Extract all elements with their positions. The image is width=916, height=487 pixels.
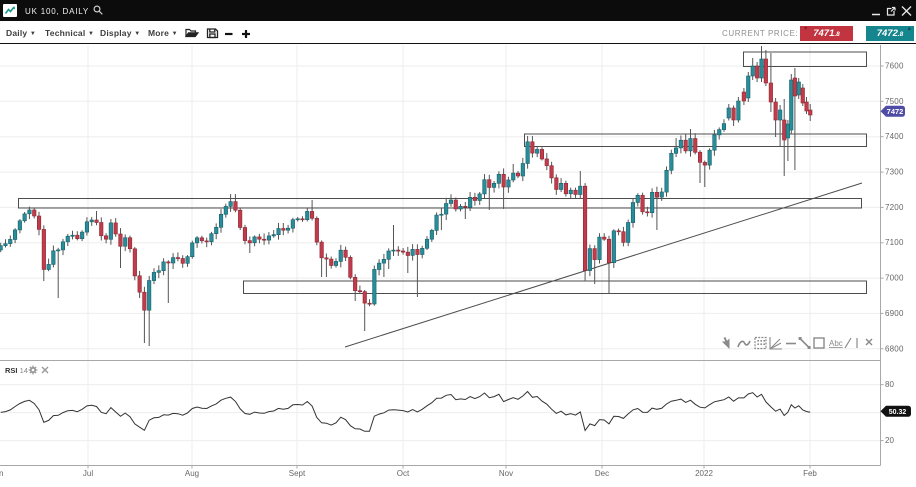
svg-text:7600: 7600	[885, 62, 904, 71]
svg-text:6900: 6900	[885, 309, 904, 318]
svg-text:Sept: Sept	[289, 469, 306, 478]
svg-text:6800: 6800	[885, 344, 904, 353]
svg-text:Jul: Jul	[83, 469, 93, 478]
svg-text:2022: 2022	[695, 469, 713, 478]
svg-text:7472: 7472	[887, 107, 904, 116]
svg-text:7000: 7000	[885, 274, 904, 283]
svg-text:7500: 7500	[885, 97, 904, 106]
svg-text:Nov: Nov	[499, 469, 513, 478]
svg-text:Jun: Jun	[0, 469, 3, 478]
svg-text:Feb: Feb	[803, 469, 817, 478]
svg-text:20: 20	[885, 436, 894, 445]
svg-text:Dec: Dec	[595, 469, 609, 478]
svg-text:RSI 14: RSI 14	[5, 366, 28, 375]
svg-text:50.32: 50.32	[889, 409, 907, 416]
svg-text:7100: 7100	[885, 238, 904, 247]
svg-text:Aug: Aug	[185, 469, 199, 478]
svg-text:7300: 7300	[885, 168, 904, 177]
svg-text:Abc: Abc	[829, 339, 843, 348]
svg-text:7400: 7400	[885, 132, 904, 141]
svg-text:Oct: Oct	[397, 469, 410, 478]
svg-text:7200: 7200	[885, 203, 904, 212]
svg-text:80: 80	[885, 380, 894, 389]
